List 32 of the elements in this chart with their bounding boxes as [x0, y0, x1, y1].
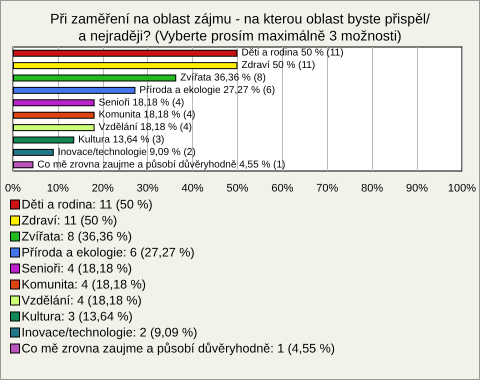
x-tick-label: 60% — [271, 182, 294, 194]
data-label: Vzdělání 18,18 % (4) — [98, 122, 192, 134]
chart-title: Při zaměření na oblast zájmu - na kterou oblast byste přispěl/a nejraději? (Vyberte prosím maximálně 3 možnosti) — [50, 10, 430, 44]
legend-label: Kultura: 3 (13,64 %) — [22, 310, 133, 324]
legend-label: Vzdělání: 4 (18,18 %) — [22, 294, 142, 308]
x-tick-label: 90% — [406, 182, 428, 194]
data-label: Inovace/technologie 9,09 % (2) — [58, 146, 196, 158]
x-tick-label: 30% — [136, 182, 159, 194]
data-label: Komunita 18,18 % (4) — [98, 110, 196, 121]
data-label: Děti a rodina 50 % (11) — [241, 48, 344, 59]
legend-label: Co mě zrovna zaujme a působí důvěryhodně: 1 (4,55 %) — [22, 342, 335, 356]
legend-label: Příroda a ekologie: 6 (27,27 %) — [22, 246, 195, 260]
legend-label: Komunita: 4 (18,18 %) — [22, 278, 146, 292]
x-tick-label: 20% — [92, 182, 114, 194]
data-label: Příroda a ekologie 27,27 % (6) — [139, 84, 276, 96]
x-tick-label: 80% — [361, 182, 384, 194]
legend-label: Senioři: 4 (18,18 %) — [22, 262, 132, 276]
x-tick-label: 10% — [46, 182, 70, 194]
legend-label: Zvířata: 8 (36,36 %) — [22, 230, 132, 244]
x-tick-label: 40% — [182, 182, 204, 194]
legend-label: Zdraví: 11 (50 %) — [22, 214, 118, 228]
x-tick-label: 0% — [5, 182, 22, 194]
x-tick-label: 100% — [448, 182, 476, 194]
data-label: Zvířata 36,36 % (8) — [180, 72, 266, 84]
legend-label: Děti a rodina: 11 (50 %) — [22, 198, 153, 212]
data-label: Co mě zrovna zaujme a působí důvěryhodně 4,55 % (1) — [37, 158, 286, 170]
data-label: Senioři 18,18 % (4) — [98, 97, 184, 108]
data-label: Zdraví 50 % (11) — [241, 60, 316, 72]
x-tick-label: 70% — [316, 182, 338, 194]
x-tick-label: 50% — [226, 182, 249, 194]
data-label: Kultura 13,64 % (3) — [78, 134, 164, 146]
legend-label: Inovace/technologie: 2 (9,09 %) — [22, 326, 198, 340]
